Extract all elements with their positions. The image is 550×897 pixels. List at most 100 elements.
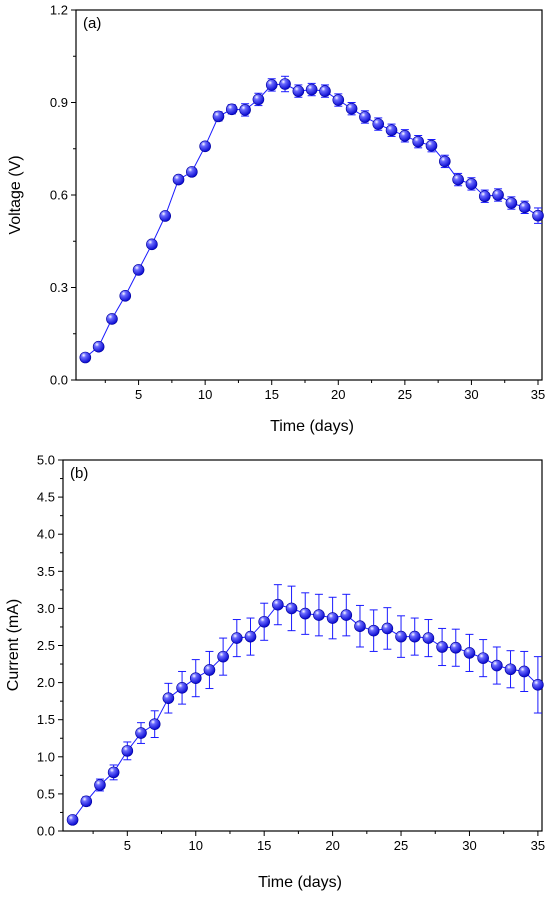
data-point [146,238,158,251]
data-point [217,650,229,663]
y-axis-title-text: Voltage (V) [7,155,24,234]
data-point [106,313,118,325]
y-axis-title: Voltage (V) [7,155,24,234]
y-tick-label: 5.0 [37,453,55,468]
data-point [94,779,106,791]
y-tick-label: 1.0 [37,749,55,764]
data-point [518,665,531,678]
data-point [172,173,185,186]
plot-frame [62,459,543,832]
x-tick-label: 15 [264,387,278,402]
series-line [72,604,539,821]
data-point [279,78,291,90]
data-point [425,139,438,152]
x-axis-title: Time (days) [270,418,354,435]
data-point [212,110,225,123]
series-layer [79,75,544,364]
data-point [292,85,305,97]
data-point [436,641,448,653]
x-tick-label: 5 [135,387,142,402]
y-tick-label: 1.5 [37,712,55,727]
plot-frame [75,9,543,381]
chart-panel-b: (b) 5 10 15 20 25 30 35 0.0 0.5 1.0 1.5 2.0 2.5 3.0 3.… [5,453,545,892]
data-point [121,745,134,757]
series-line [84,83,539,358]
data-point [532,679,544,691]
ticks-layer: 5 10 15 20 25 30 35 0.0 0.5 1.0 1.5 2.0 2.5 3.0 3.5 4.0… [37,453,545,854]
y-tick-label: 0.9 [50,95,68,110]
data-point [399,130,411,142]
series-layer [66,584,544,826]
panel-label: (a) [83,15,101,32]
data-point [162,692,175,704]
x-tick-label: 35 [531,387,545,402]
data-point [491,659,503,672]
data-point [395,630,407,643]
y-axis-title: Current (mA) [5,599,22,691]
data-point [176,681,188,694]
x-tick-label: 20 [325,838,339,853]
data-point [244,630,257,643]
data-point [465,178,478,190]
chart-panel-a: (a) 5 10 15 20 25 30 35 0.0 0.3 0.6 0.9 1.2 Voltage… [7,3,545,436]
data-point [203,664,216,676]
data-point [186,166,198,178]
data-point [258,615,270,628]
data-point [319,85,331,97]
x-tick-label: 10 [198,387,212,402]
y-tick-label: 3.5 [37,564,55,579]
data-point [107,766,120,779]
data-point [285,602,298,615]
data-point [80,795,93,808]
x-tick-label: 25 [394,838,408,853]
panel-label: (b) [70,465,88,482]
data-point [345,102,358,115]
x-tick-label: 30 [462,838,476,853]
data-point [381,622,394,635]
x-tick-label: 35 [531,838,545,853]
y-tick-label: 4.0 [37,527,55,542]
data-point [504,663,517,676]
data-point [532,209,544,222]
data-point [239,104,251,116]
data-point [372,118,385,130]
data-point [265,79,278,91]
data-point [478,190,491,203]
y-tick-label: 4.5 [37,490,55,505]
data-point [452,173,464,186]
x-tick-label: 20 [331,387,345,402]
y-tick-label: 0.6 [50,188,68,203]
data-point [132,264,145,276]
data-point [505,197,518,209]
x-tick-label: 5 [124,838,131,853]
data-point [148,718,161,730]
data-point [332,94,345,106]
data-point [79,351,92,364]
data-point [159,210,172,222]
data-point [492,189,504,201]
x-tick-label: 15 [257,838,271,853]
ticks-layer: 5 10 15 20 25 30 35 0.0 0.3 0.6 0.9 1.2 [50,3,545,403]
data-point [359,111,371,123]
data-point [422,632,435,644]
data-point [231,632,243,644]
data-point [119,290,132,302]
data-point [367,624,380,637]
data-point [272,598,284,611]
data-point [225,103,238,116]
x-tick-label: 25 [398,387,412,402]
data-point [439,155,451,168]
data-point [305,83,318,96]
data-point [412,135,424,148]
data-point [518,201,531,214]
y-tick-label: 0.5 [37,786,55,801]
y-axis-title-text: Current (mA) [5,599,22,691]
x-axis-title: Time (days) [258,874,342,891]
y-tick-label: 2.5 [37,638,55,653]
y-tick-label: 3.0 [37,601,55,616]
y-tick-label: 2.0 [37,675,55,690]
data-point [340,609,353,621]
data-point [326,612,339,624]
y-tick-label: 0.3 [50,280,68,295]
